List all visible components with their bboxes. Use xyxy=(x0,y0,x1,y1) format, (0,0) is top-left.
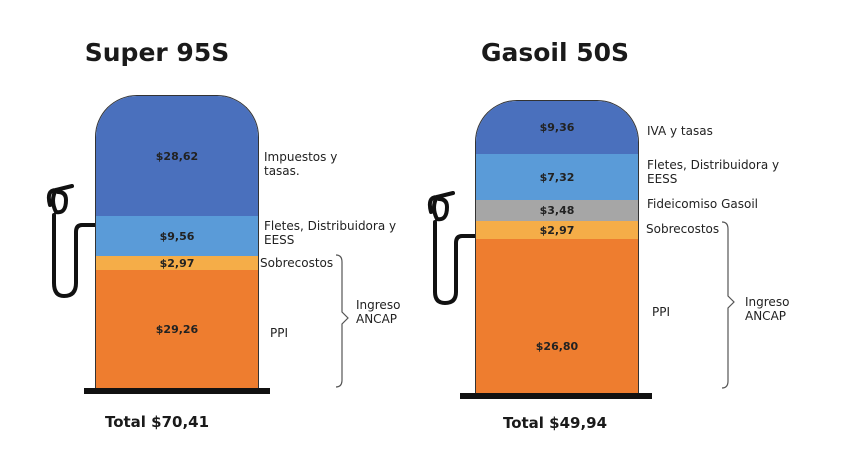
segment-label: IVA y tasas xyxy=(647,124,713,138)
value-label: $2,97 xyxy=(159,256,195,270)
segment-label: Sobrecostos xyxy=(646,222,720,236)
segment-taxes: $28,62 xyxy=(96,96,258,216)
segment-label: Impuestos y tasas. xyxy=(264,150,338,178)
segment-label: PPI xyxy=(652,305,671,319)
group-label: Ingreso ANCAP xyxy=(356,298,401,326)
pump-stacked-bar: $28,62 $9,56 $2,97 $29,26 xyxy=(95,95,259,389)
value-label: $9,36 xyxy=(539,121,575,134)
fuel-nozzle-icon xyxy=(427,191,477,306)
chart-title: Super 95S xyxy=(84,38,230,67)
value-label: $3,48 xyxy=(539,204,575,217)
segment-taxes: $9,36 xyxy=(476,101,638,154)
value-label: $9,56 xyxy=(159,229,195,243)
segment-label: Sobrecostos xyxy=(260,256,334,270)
segment-ppi: $26,80 xyxy=(476,239,638,394)
segment-label: PPI xyxy=(270,326,289,340)
segment-label: Fideicomiso Gasoil xyxy=(647,197,758,211)
pump-base xyxy=(84,388,270,394)
segment-overcost: $2,97 xyxy=(476,221,638,239)
value-label: $26,80 xyxy=(535,340,579,353)
ingreso-ancap-brace xyxy=(721,221,735,389)
pump-stacked-bar: $9,36 $7,32 $3,48 $2,97 $26,80 xyxy=(475,100,639,394)
segment-ppi: $29,26 xyxy=(96,270,258,389)
group-label: Ingreso ANCAP xyxy=(745,295,790,323)
total-label: Total $70,41 xyxy=(104,413,210,431)
segment-freight: $7,32 xyxy=(476,154,638,200)
segment-overcost: $2,97 xyxy=(96,256,258,270)
chart-title: Gasoil 50S xyxy=(480,38,630,67)
value-label: $7,32 xyxy=(539,170,575,184)
segment-fund: $3,48 xyxy=(476,200,638,221)
segment-label: Fletes, Distribuidora y EESS xyxy=(647,158,780,186)
value-label: $28,62 xyxy=(155,149,199,163)
pump-base xyxy=(460,393,652,399)
value-label: $2,97 xyxy=(539,223,575,237)
segment-freight: $9,56 xyxy=(96,216,258,256)
fuel-nozzle-icon xyxy=(46,184,97,299)
value-label: $29,26 xyxy=(155,323,199,336)
segment-label: Fletes, Distribuidora y EESS xyxy=(264,219,397,247)
total-label: Total $49,94 xyxy=(502,414,608,432)
ingreso-ancap-brace xyxy=(335,254,349,388)
